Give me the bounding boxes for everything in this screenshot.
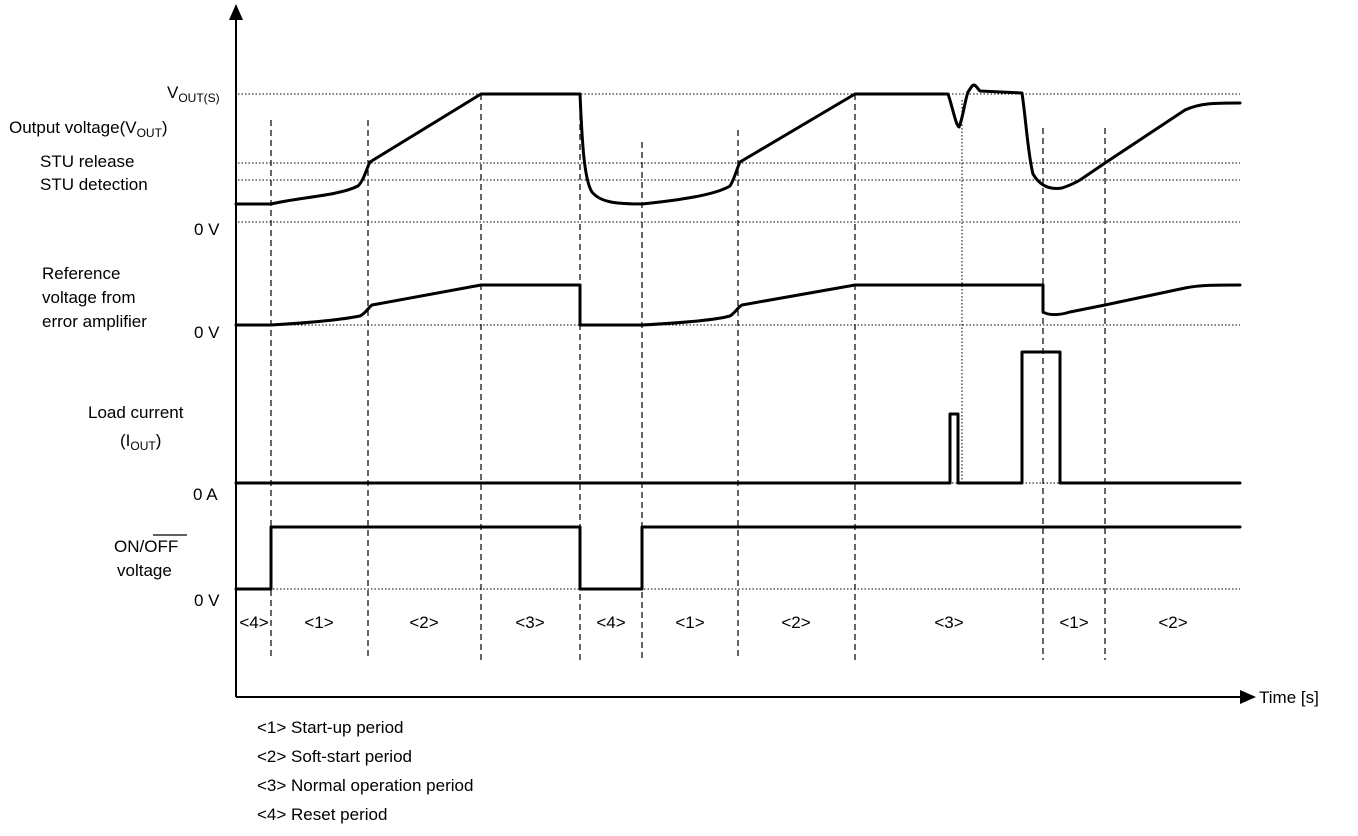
period-label: <1> <box>1059 613 1088 632</box>
zero-v-label-2: 0 V <box>194 323 220 342</box>
period-label: <3> <box>515 613 544 632</box>
legend: <1> Start-up period <2> Soft-start perio… <box>257 718 473 824</box>
stu-release-label: STU release <box>40 152 134 171</box>
time-axis-label: Time [s] <box>1259 688 1319 707</box>
period-label: <3> <box>934 613 963 632</box>
on-off-voltage-waveform <box>234 525 1242 591</box>
zero-v-label-1: 0 V <box>194 220 220 239</box>
period-label: <4> <box>239 613 268 632</box>
period-label: <1> <box>304 613 333 632</box>
period-label: <2> <box>409 613 438 632</box>
zero-a-label: 0 A <box>193 485 218 504</box>
reference-voltage-waveform <box>234 283 1242 327</box>
output-voltage-label: Output voltage(VOUT) <box>9 118 168 140</box>
voltage-label: voltage <box>117 561 172 580</box>
legend-item: <2> Soft-start period <box>257 747 412 766</box>
legend-item: <1> Start-up period <box>257 718 403 737</box>
period-label: <2> <box>1158 613 1187 632</box>
load-current-label: Load current <box>88 403 184 422</box>
on-off-label: ON/OFF <box>114 537 178 556</box>
zero-v-label-3: 0 V <box>194 591 220 610</box>
output-voltage-waveform <box>234 83 1242 206</box>
reference-label-line-2: voltage from <box>42 288 136 307</box>
period-dividers <box>270 94 1106 660</box>
load-current-waveform <box>234 350 1242 485</box>
period-labels: <4> <1> <2> <3> <4> <1> <2> <3> <1> <2> <box>239 613 1187 632</box>
period-label: <4> <box>596 613 625 632</box>
legend-item: <3> Normal operation period <box>257 776 473 795</box>
axes <box>229 4 1256 704</box>
y-axis-arrow <box>229 4 243 20</box>
iout-label: (IOUT) <box>120 431 161 453</box>
x-axis-arrow <box>1240 690 1256 704</box>
period-label: <1> <box>675 613 704 632</box>
legend-item: <4> Reset period <box>257 805 387 824</box>
reference-label-line-3: error amplifier <box>42 312 147 331</box>
vouts-label: VOUT(S) <box>167 83 220 105</box>
stu-detection-label: STU detection <box>40 175 148 194</box>
period-label: <2> <box>781 613 810 632</box>
reference-label-line-1: Reference <box>42 264 120 283</box>
